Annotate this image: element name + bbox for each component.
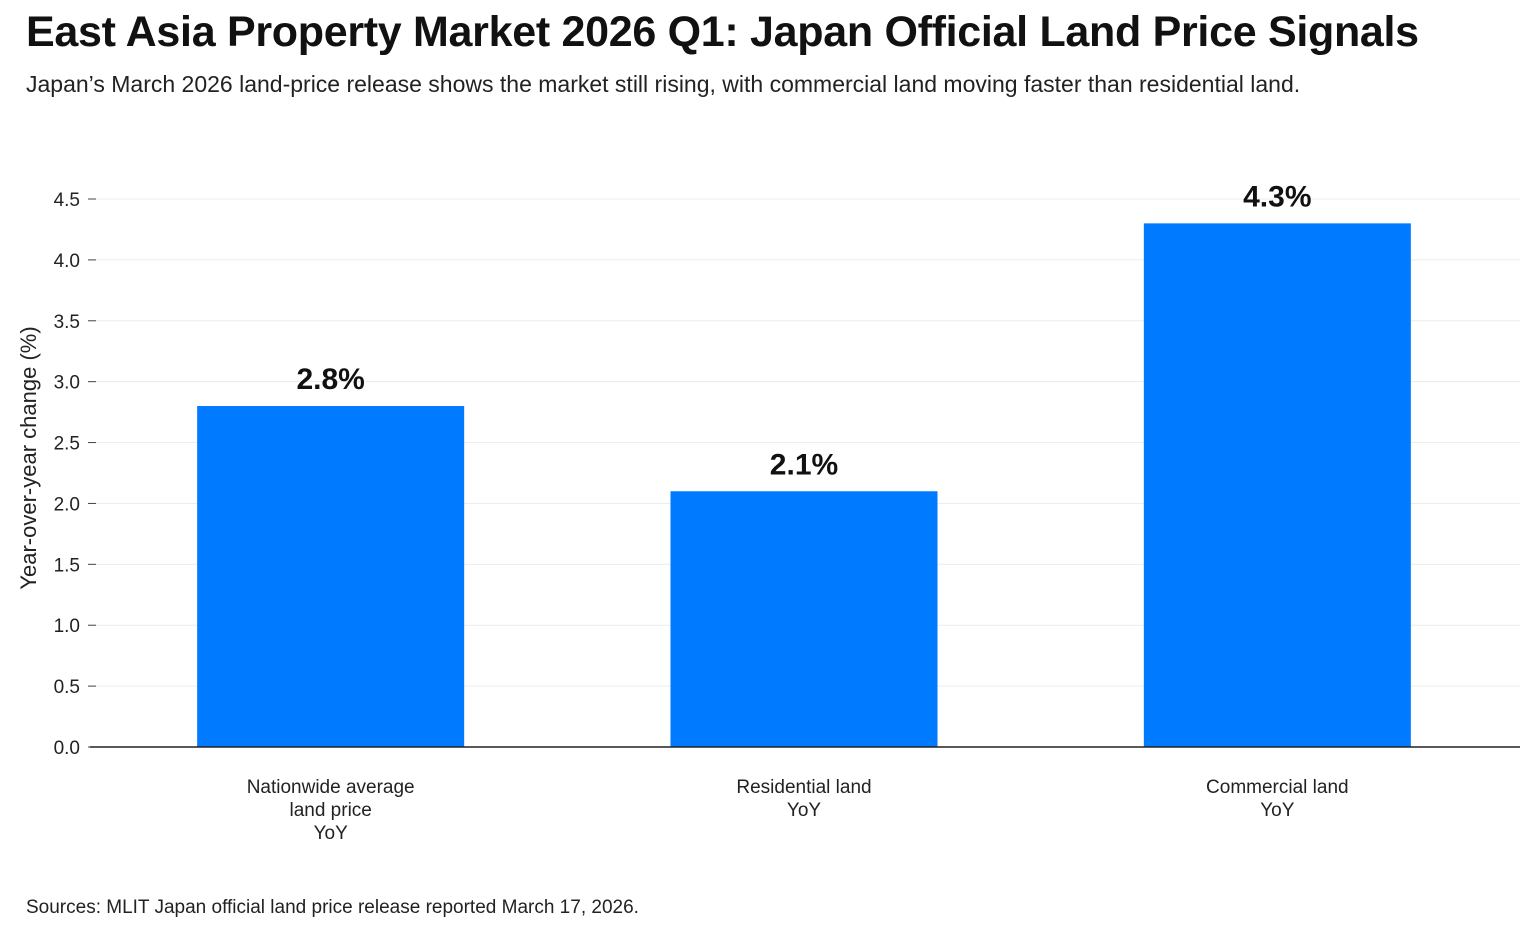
y-tick-label: 4.0 — [54, 251, 80, 272]
chart-title: East Asia Property Market 2026 Q1: Japan… — [26, 8, 1419, 56]
x-tick-label: Residential land YoY — [736, 777, 871, 821]
y-tick-label: 4.5 — [54, 190, 80, 211]
data-label: 2.8% — [296, 363, 364, 396]
bar — [670, 491, 938, 747]
source-note: Sources: MLIT Japan official land price … — [26, 897, 639, 918]
y-tick-label: 1.5 — [54, 555, 80, 576]
y-tick-label: 0.0 — [54, 738, 80, 759]
bar — [197, 406, 465, 747]
bar — [1143, 223, 1411, 747]
y-tick-label: 0.5 — [54, 677, 80, 698]
y-tick-label: 1.0 — [54, 616, 80, 637]
chart-subtitle: Japan’s March 2026 land-price release sh… — [26, 71, 1301, 97]
bars: 2.8% 2.1% 4.3% — [197, 180, 1411, 747]
y-tick-label: 2.0 — [54, 494, 80, 515]
y-tick-label: 3.5 — [54, 312, 80, 333]
x-tick-label: Commercial land YoY — [1206, 777, 1349, 821]
y-tick-label: 3.0 — [54, 373, 80, 394]
axes: 0.0 0.5 1.0 1.5 2.0 2.5 3.0 3.5 4.0 4.5 Nationwide… — [54, 190, 1520, 844]
data-label: 2.1% — [770, 448, 838, 481]
data-label: 4.3% — [1243, 180, 1311, 213]
x-tick-label: Nationwide average land price YoY — [247, 777, 415, 844]
y-tick-label: 2.5 — [54, 434, 80, 455]
y-axis-title: Year-over-year change (%) — [16, 326, 41, 589]
